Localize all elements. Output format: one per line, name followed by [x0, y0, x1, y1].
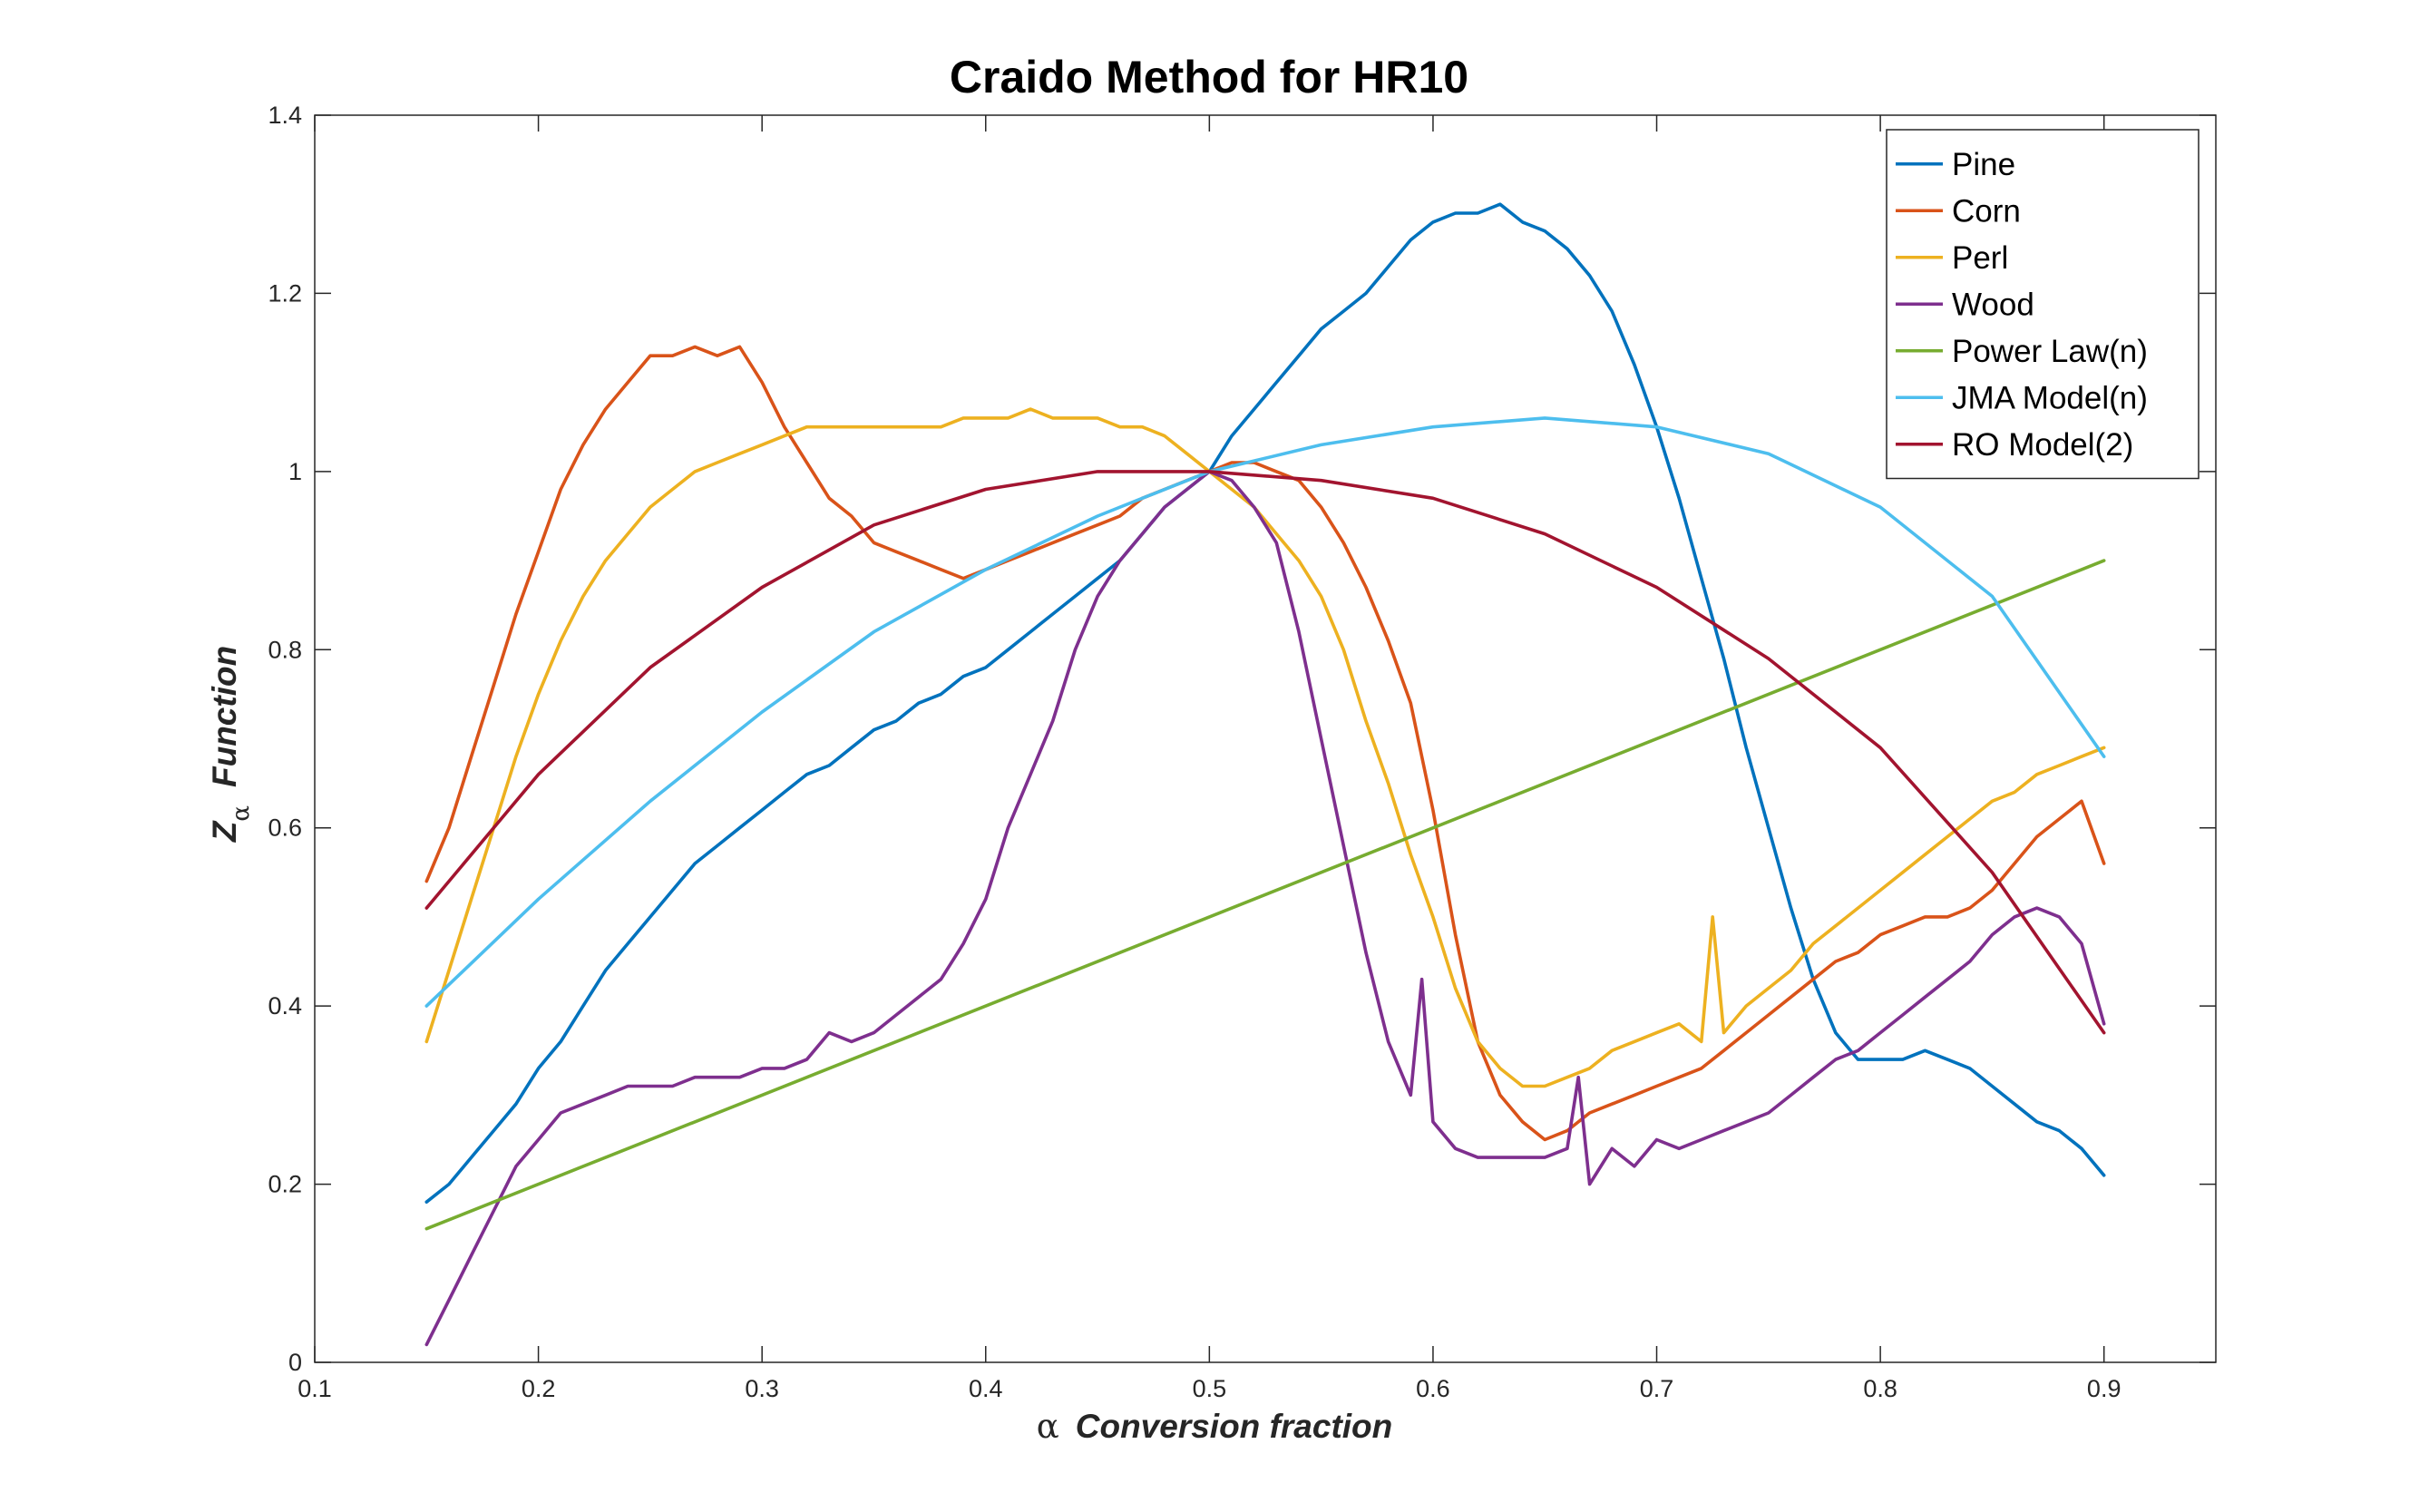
y-tick-label: 0.4	[268, 992, 302, 1019]
x-tick-label: 0.3	[745, 1375, 779, 1402]
legend-label-pine: Pine	[1952, 147, 2015, 182]
y-axis-label: Zα Function	[206, 646, 255, 843]
axes-box	[314, 114, 2217, 1363]
y-axis-symbol: Z	[206, 820, 243, 843]
y-tick-label: 1.2	[268, 279, 302, 307]
y-tick-label: 1	[288, 458, 302, 485]
legend-label-wood: Wood	[1952, 287, 2034, 322]
x-tick-label: 0.9	[2087, 1375, 2122, 1402]
x-axis-symbol: α	[1037, 1407, 1059, 1446]
y-tick-label: 0	[288, 1349, 302, 1376]
legend-label-ro-model-2: RO Model(2)	[1952, 427, 2133, 463]
series-line-corn	[424, 345, 2106, 1142]
x-tick-label: 0.7	[1640, 1375, 1674, 1402]
x-tick-label: 0.5	[1193, 1375, 1227, 1402]
y-axis-subscript: α	[228, 805, 255, 822]
x-axis-text: Conversion fraction	[1076, 1408, 1393, 1445]
y-tick-label: 0.6	[268, 815, 302, 842]
x-tick-label: 0.8	[1863, 1375, 1897, 1402]
x-tick-label: 0.6	[1416, 1375, 1450, 1402]
axes	[314, 114, 2217, 1363]
x-tick-label: 0.2	[522, 1375, 556, 1402]
x-tick-label: 0.1	[297, 1375, 332, 1402]
legend-label-perl: Perl	[1952, 240, 2008, 276]
x-tick-label: 0.4	[969, 1375, 1003, 1402]
plot-area	[424, 202, 2106, 1347]
y-tick-label: 0.2	[268, 1171, 302, 1198]
y-ticks: 0 0.2 0.4 0.6 0.8 1 1.2 1.4	[268, 102, 2216, 1376]
series-line-power-law-n	[424, 559, 2106, 1231]
series-line-perl	[424, 407, 2106, 1088]
series-line-wood	[424, 470, 2106, 1347]
x-axis-label: α Conversion fraction	[1037, 1407, 1393, 1446]
series-line-pine	[424, 202, 2106, 1204]
y-tick-label: 0.8	[268, 636, 302, 663]
y-tick-label: 1.4	[268, 102, 302, 129]
chart-title: Craido Method for HR10	[950, 52, 1468, 102]
legend-label-corn: Corn	[1952, 193, 2021, 229]
legend-label-jma-model-n: JMA Model(n)	[1952, 380, 2148, 415]
series-line-jma-model-n	[424, 416, 2106, 1008]
y-axis-text: Function	[206, 646, 243, 787]
legend: Pine Corn Perl Wood Power Law(n) JMA Model(n)…	[1886, 129, 2200, 480]
series-line-ro-model-2	[424, 470, 2106, 1035]
x-ticks: 0.1 0.2 0.3 0.4 0.5 0.6 0.7 0.8 0.9	[297, 115, 2121, 1402]
legend-label-power-law-n: Power Law(n)	[1952, 334, 2148, 369]
